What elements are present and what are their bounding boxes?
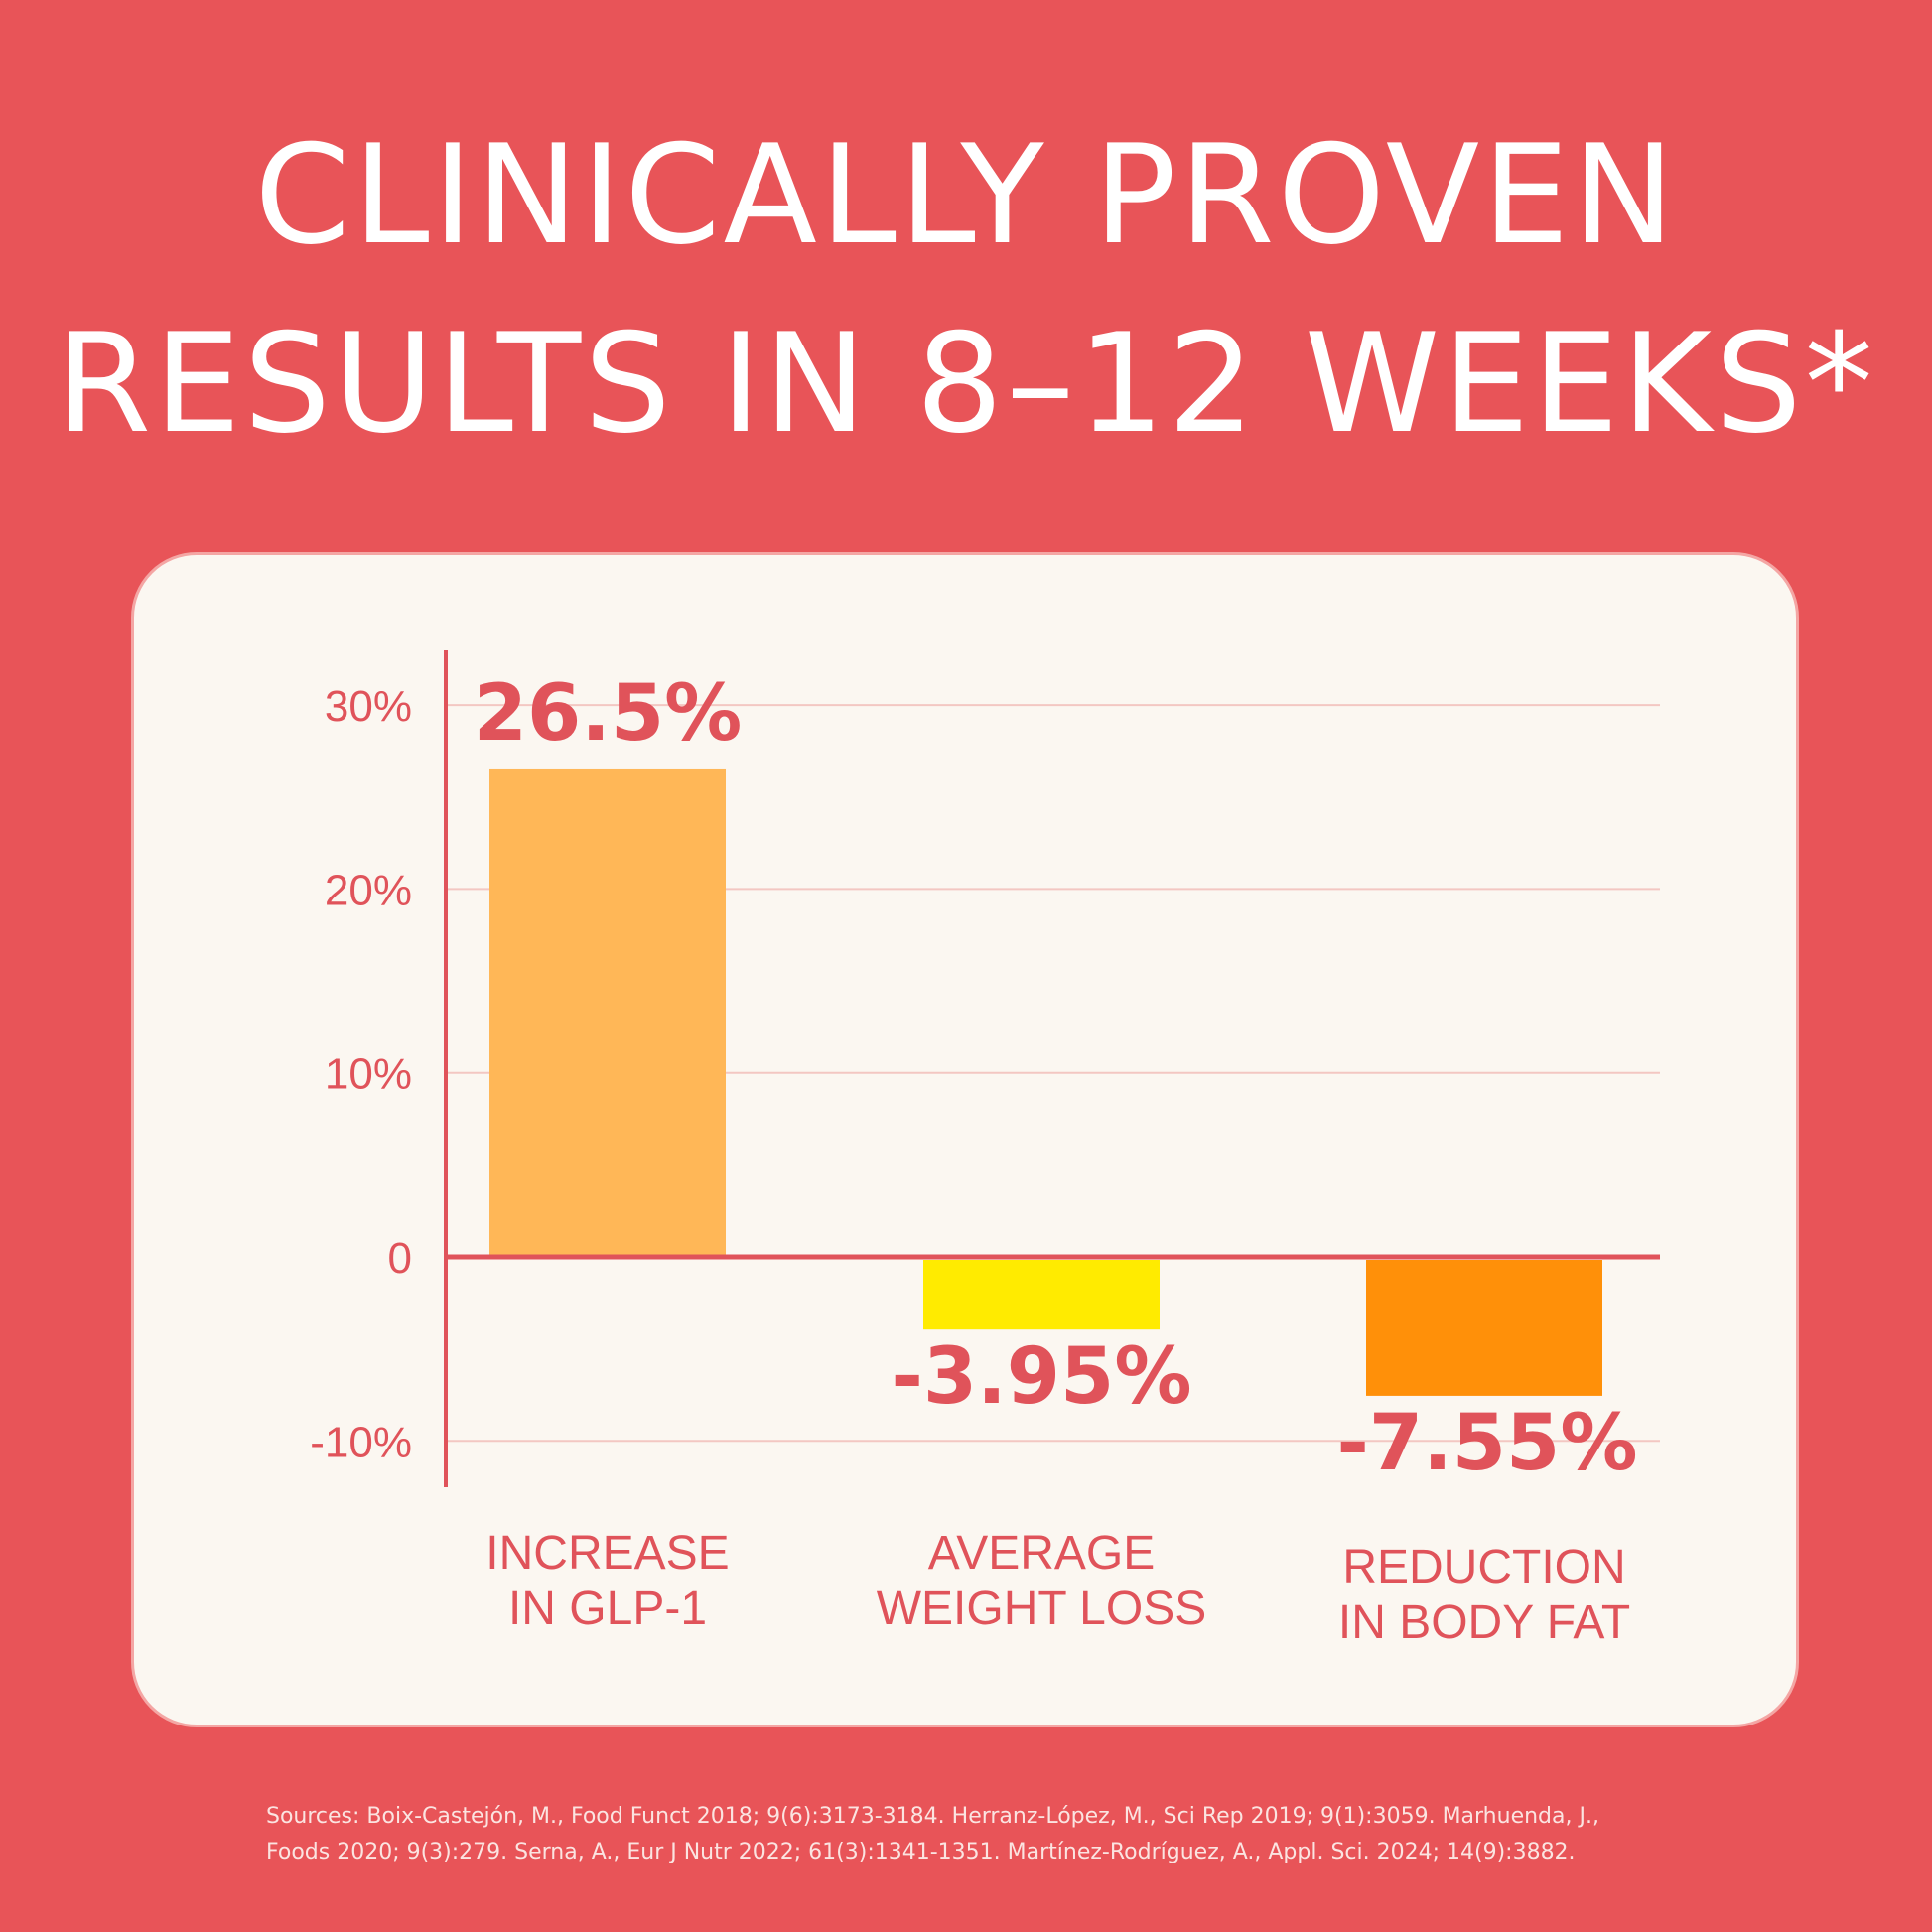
chart-title-line-1: CLINICALLY PROVEN — [254, 115, 1678, 275]
x-category-label: WEIGHT LOSS — [877, 1583, 1207, 1635]
x-category-label: IN BODY FAT — [1338, 1596, 1630, 1649]
data-label: 26.5% — [474, 669, 743, 759]
x-category-label: AVERAGE — [928, 1527, 1156, 1580]
bar — [489, 768, 726, 1257]
data-label: -3.95% — [892, 1332, 1192, 1422]
bar — [923, 1260, 1160, 1330]
sources-line-2: Foods 2020; 9(3):279. Serna, A., Eur J N… — [266, 1840, 1576, 1864]
y-tick-label: 0 — [388, 1234, 412, 1283]
y-tick-label: -10% — [310, 1418, 412, 1466]
y-tick-label: 10% — [325, 1050, 412, 1099]
chart-title-line-2: RESULTS IN 8–12 WEEKS* — [56, 304, 1876, 464]
data-label: -7.55% — [1337, 1399, 1638, 1488]
x-category-label: INCREASE — [485, 1527, 729, 1580]
x-category-label: IN GLP-1 — [508, 1583, 707, 1635]
bar — [1366, 1260, 1602, 1396]
chart-card — [131, 552, 1799, 1727]
sources-footnote: Sources: Boix-Castejón, M., Food Funct 2… — [266, 1799, 1775, 1870]
x-category-label: REDUCTION — [1342, 1541, 1625, 1593]
y-tick-label: 30% — [325, 682, 412, 731]
y-tick-label: 20% — [325, 866, 412, 914]
sources-line-1: Sources: Boix-Castejón, M., Food Funct 2… — [266, 1804, 1599, 1829]
